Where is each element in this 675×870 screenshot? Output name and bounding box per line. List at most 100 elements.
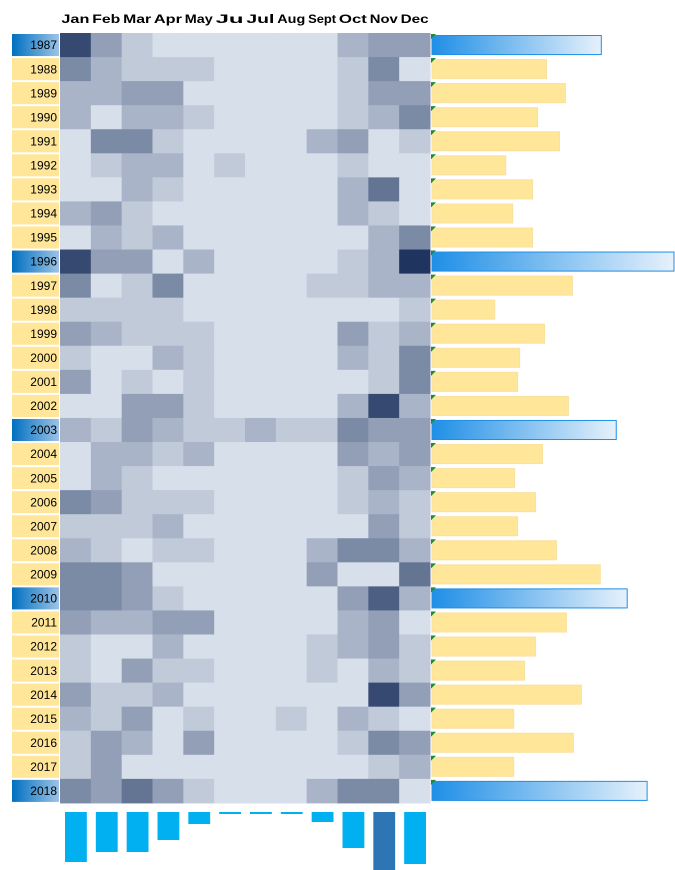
heat-cell (90, 33, 123, 58)
heat-cell (121, 634, 153, 660)
heat-cell (60, 57, 92, 82)
heat-cell (306, 442, 338, 467)
heat-cell (337, 754, 369, 780)
year-label: 2002 (30, 399, 57, 413)
heat-cell (60, 297, 92, 323)
heat-cell (121, 57, 153, 82)
heat-cell (183, 730, 215, 756)
heat-cell (90, 417, 123, 443)
heat-cell (368, 225, 400, 251)
heat-cell (337, 345, 369, 371)
row-total-bar (431, 83, 566, 104)
heat-cell (245, 105, 277, 130)
heat-cell (214, 57, 246, 82)
heat-cell (60, 490, 92, 515)
heat-cell (368, 442, 400, 467)
heat-cell (275, 273, 308, 299)
heat-cell (183, 249, 215, 275)
heat-cell (214, 321, 246, 347)
heat-cell (60, 754, 92, 780)
bar-marker (431, 58, 436, 64)
row-total-bar (431, 684, 582, 705)
heat-cell (275, 153, 308, 178)
year-label: 2004 (30, 447, 57, 461)
heat-cell (337, 177, 369, 202)
heat-cell (245, 754, 277, 780)
year-label: 1989 (30, 86, 57, 100)
heat-cell (214, 129, 246, 154)
year-label: 1988 (30, 62, 57, 76)
row-total-bar (431, 107, 539, 128)
year-label-bg (12, 250, 59, 273)
heat-cell (121, 610, 153, 635)
heat-cell (306, 249, 338, 275)
heat-cell (245, 706, 277, 732)
heat-cell (337, 562, 369, 587)
bar-marker (431, 394, 436, 400)
heat-cell (214, 345, 246, 371)
heat-cell (368, 345, 400, 371)
heat-cell (399, 225, 431, 251)
heat-cell (121, 562, 153, 587)
heat-cell (337, 81, 369, 106)
heat-cell (368, 778, 400, 804)
row-total-bar (431, 203, 514, 224)
year-label: 2018 (30, 784, 57, 798)
heat-cell (399, 153, 431, 178)
heat-cell (245, 514, 277, 539)
row-total-bar (431, 323, 546, 344)
heat-cell (399, 658, 431, 684)
heat-cell (152, 466, 184, 491)
heat-cell (399, 682, 431, 708)
bar-marker (431, 563, 436, 569)
heat-cell (275, 393, 308, 419)
heat-cell (90, 538, 123, 563)
heat-cell (337, 273, 369, 299)
heat-cell (60, 586, 92, 611)
heat-cell (337, 225, 369, 251)
heat-cell (337, 442, 369, 467)
heat-cell (368, 201, 400, 226)
heat-cell (152, 33, 184, 58)
heat-cell (121, 153, 153, 178)
heat-cell (60, 634, 92, 660)
year-label-bg (12, 226, 59, 249)
heat-cell (399, 778, 431, 804)
heat-cell (399, 249, 431, 275)
year-label: 2009 (30, 568, 57, 582)
heat-cell (60, 538, 92, 563)
heat-cell (121, 442, 153, 467)
row-total-bar (431, 468, 516, 489)
year-label-bg (12, 659, 59, 682)
heat-cell (245, 153, 277, 178)
heat-cell (152, 273, 184, 299)
heat-cell (60, 417, 92, 443)
heat-cell (275, 442, 308, 467)
year-label: 2011 (31, 616, 57, 630)
bar-marker (431, 683, 436, 689)
heat-cell (121, 129, 153, 154)
bar-marker (431, 443, 436, 449)
heat-cell (60, 369, 92, 395)
heat-cell (368, 706, 400, 732)
heat-cell (183, 610, 215, 635)
heat-cell (399, 201, 431, 226)
year-label: 2003 (30, 423, 57, 437)
heat-cell (368, 129, 400, 154)
month-label: Jan (61, 12, 89, 26)
heat-cell (399, 177, 431, 202)
bar-marker (431, 587, 436, 593)
heat-cell (337, 514, 369, 539)
heat-cell (337, 706, 369, 732)
heat-cell (214, 33, 246, 58)
heat-cell (121, 393, 153, 419)
heat-cell (399, 345, 431, 371)
heat-cell (368, 562, 400, 587)
year-label-bg (12, 587, 59, 610)
heat-cell (368, 393, 400, 419)
row-total-bar (431, 492, 537, 513)
heat-cell (368, 490, 400, 515)
heat-cell (121, 345, 153, 371)
heat-cell (121, 225, 153, 251)
heat-cell (306, 177, 338, 202)
